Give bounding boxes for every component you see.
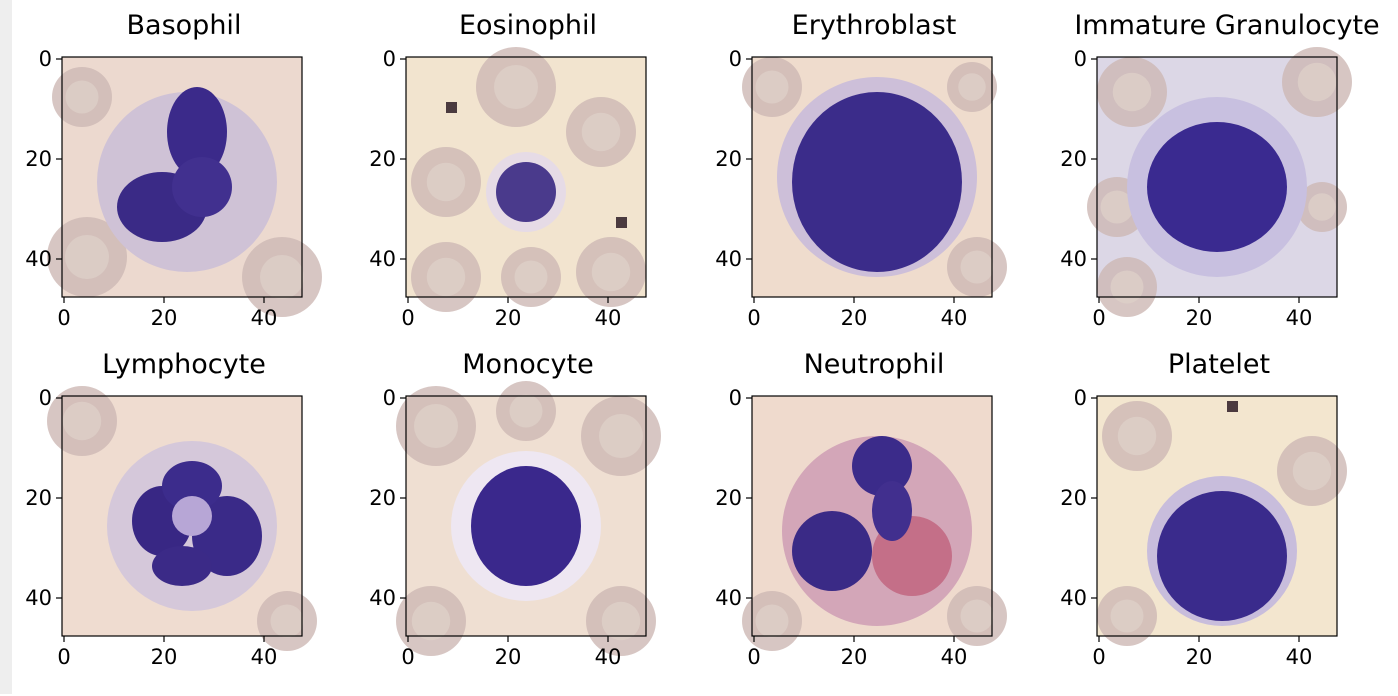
y-tick-label: 0 [729,47,742,71]
cell-plot: 0 20 40 0 20 40 [369,47,647,330]
y-tick-label: 40 [25,586,52,610]
cell-micrograph [1097,396,1347,646]
cell-image-panel: Immature Granulocyte 0 20 40 0 20 40 [1060,11,1397,341]
x-tick-label: 40 [251,306,278,330]
panel-title: Platelet [1167,349,1271,380]
cell-micrograph [406,47,646,312]
cell-plot: 0 20 40 0 20 40 [1060,386,1347,669]
axes-frame [61,395,303,637]
y-tick-label: 40 [369,247,396,271]
x-tick-label: 20 [841,645,868,669]
y-tick-label: 20 [715,147,742,171]
panel-title: Immature Granulocyte [1074,10,1380,41]
y-tick-label: 20 [369,147,396,171]
y-tick-label: 40 [25,247,52,271]
cell-micrograph [47,386,317,651]
cell-micrograph [47,57,322,317]
panel-title: Erythroblast [791,10,957,41]
x-tick-label: 0 [747,306,760,330]
y-tick-label: 20 [369,486,396,510]
cell-plot: 0 20 40 0 20 40 [1060,47,1352,330]
axes-frame [1096,395,1338,637]
axes-frame [751,56,993,298]
x-tick-label: 20 [1186,645,1213,669]
cell-image-panel: Basophil 0 20 40 0 20 40 [25,10,362,341]
x-tick-label: 0 [747,645,760,669]
x-tick-label: 0 [1092,306,1105,330]
axes-frame [1096,56,1338,298]
axes-frame [405,395,647,637]
y-tick-label: 40 [715,586,742,610]
x-tick-label: 40 [1286,306,1313,330]
x-tick-label: 0 [401,306,414,330]
x-tick-label: 40 [251,645,278,669]
axes-frame [405,56,647,298]
x-tick-label: 0 [1092,645,1105,669]
panel-title: Neutrophil [803,349,945,380]
x-tick-label: 0 [401,645,414,669]
cell-plot: 0 20 40 0 20 40 [25,386,317,669]
y-tick-label: 20 [25,147,52,171]
cell-image-panel: Monocyte 0 20 40 0 20 40 [369,349,706,680]
x-tick-label: 20 [1186,306,1213,330]
y-tick-label: 0 [383,47,396,71]
x-tick-label: 0 [57,306,70,330]
panel-title: Eosinophil [458,10,598,41]
cell-plot: 0 20 40 0 20 40 [369,381,661,669]
y-tick-label: 0 [39,47,52,71]
axes-frame [751,395,993,637]
cell-plot: 0 20 40 0 20 40 [25,47,322,330]
cell-micrograph [396,381,661,656]
y-tick-label: 0 [1074,386,1087,410]
x-tick-label: 40 [941,306,968,330]
y-tick-label: 0 [729,386,742,410]
cell-micrograph [742,396,1007,651]
x-tick-label: 40 [595,306,622,330]
y-tick-label: 40 [1060,586,1087,610]
y-tick-label: 20 [1060,147,1087,171]
panel-title: Basophil [126,10,242,41]
y-tick-label: 20 [715,486,742,510]
x-tick-label: 40 [595,645,622,669]
y-tick-label: 40 [369,586,396,610]
y-tick-label: 20 [1060,486,1087,510]
left-edge-strip [0,0,12,694]
y-tick-label: 0 [1074,47,1087,71]
x-tick-label: 20 [495,306,522,330]
cell-image-panel: Neutrophil 0 20 40 0 20 40 [715,349,1052,680]
y-tick-label: 40 [1060,247,1087,271]
panel-title: Lymphocyte [102,349,266,380]
x-tick-label: 20 [151,306,178,330]
cell-image-panel: Eosinophil 0 20 40 0 20 40 [369,10,706,341]
x-tick-label: 20 [841,306,868,330]
cell-plot: 0 20 40 0 20 40 [715,47,1007,330]
cell-plot: 0 20 40 0 20 40 [715,386,1007,669]
x-tick-label: 0 [57,645,70,669]
cell-micrograph [1087,47,1352,317]
y-tick-label: 0 [39,386,52,410]
y-tick-label: 20 [25,486,52,510]
cell-micrograph [742,57,1007,297]
y-tick-label: 40 [715,247,742,271]
x-tick-label: 40 [1286,645,1313,669]
y-tick-label: 0 [383,386,396,410]
axes-frame [61,56,303,298]
x-tick-label: 40 [941,645,968,669]
cell-image-panel: Platelet 0 20 40 0 20 40 [1060,349,1397,680]
cell-image-panel: Erythroblast 0 20 40 0 20 40 [715,10,1052,341]
cell-image-panel: Lymphocyte 0 20 40 0 20 40 [25,349,362,680]
x-tick-label: 20 [151,645,178,669]
panel-title: Monocyte [462,349,594,380]
x-tick-label: 20 [495,645,522,669]
